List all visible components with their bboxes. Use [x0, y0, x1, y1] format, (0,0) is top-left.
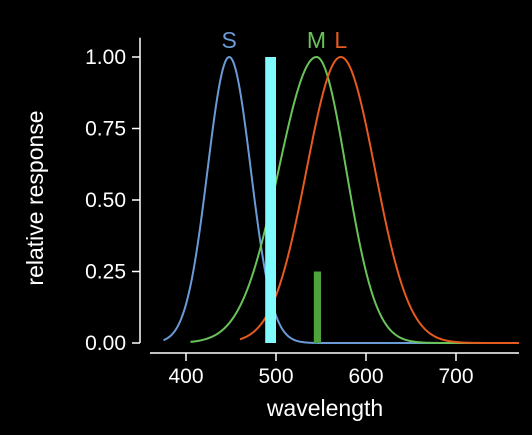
x-axis-title: wavelength — [266, 395, 383, 421]
axis-ticks: 0.00 0.25 0.50 0.75 1.00 400 500 600 700 — [85, 46, 473, 388]
y-tick-label: 0.50 — [85, 189, 126, 212]
y-tick-label: 1.00 — [85, 46, 126, 69]
series-line-S — [164, 57, 520, 343]
x-tick-label: 500 — [258, 365, 293, 388]
y-tick-label: 0.00 — [85, 332, 126, 355]
series-line-L — [240, 57, 519, 343]
x-tick-label: 600 — [348, 365, 383, 388]
y-tick-label: 0.75 — [85, 118, 126, 141]
x-tick-label: 400 — [168, 365, 203, 388]
bar-cyan-band — [265, 57, 276, 343]
wavelength-bands — [265, 57, 321, 343]
series-label-M: M — [307, 27, 326, 53]
series-label-L: L — [334, 27, 347, 53]
series-label-S: S — [222, 27, 237, 53]
y-tick-label: 0.25 — [85, 261, 126, 284]
series-line-M — [191, 57, 520, 343]
response-curves — [164, 57, 520, 343]
bar-green-band — [314, 272, 321, 344]
y-axis-title: relative response — [22, 110, 48, 285]
x-tick-label: 700 — [438, 365, 473, 388]
